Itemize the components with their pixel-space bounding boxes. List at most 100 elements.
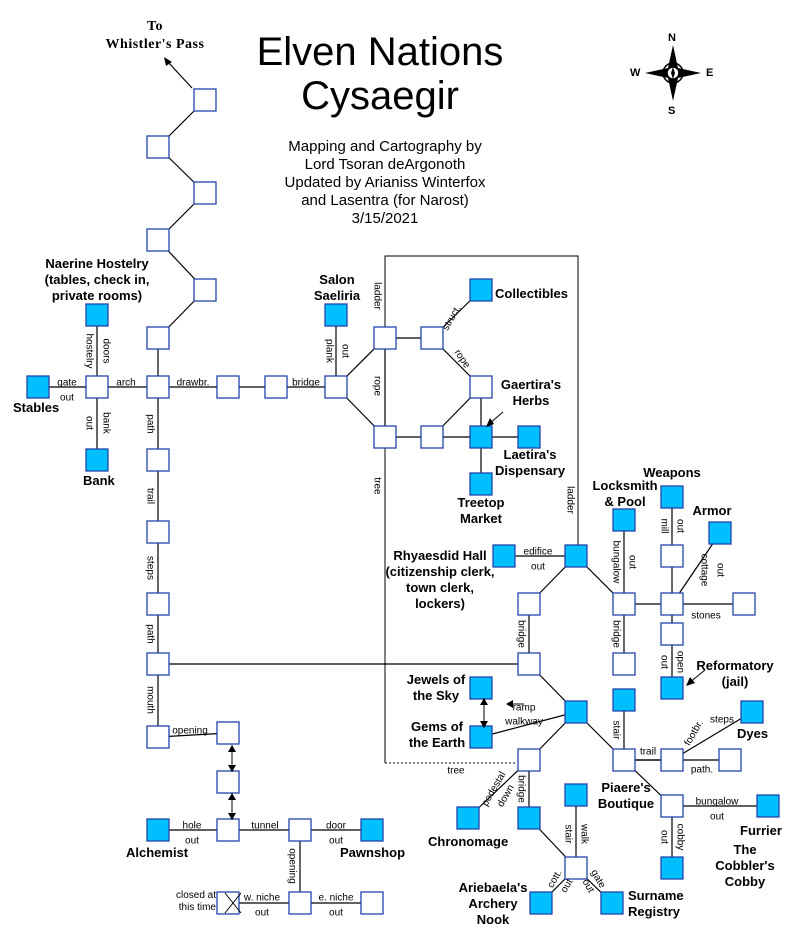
label-line: Saeliria xyxy=(313,288,361,303)
room-path-east[interactable] xyxy=(718,748,742,772)
room-pass2[interactable] xyxy=(146,135,170,159)
room-pass3[interactable] xyxy=(193,181,217,205)
room-bungalow-room[interactable] xyxy=(660,794,684,818)
room-ladder-top[interactable] xyxy=(373,326,397,350)
room-pass5[interactable] xyxy=(193,278,217,302)
label-line: Ariebaela's xyxy=(458,880,528,895)
room-open-room[interactable] xyxy=(660,622,684,646)
room-bridge-nw[interactable] xyxy=(517,592,541,616)
credits-line: Updated by Arianiss Winterfox xyxy=(284,174,486,191)
label-line: & Pool xyxy=(604,494,646,509)
place-label-cobblers-cobby: The Cobbler's Cobby xyxy=(715,842,774,890)
room-mill-room[interactable] xyxy=(660,544,684,568)
room-tunnel-room[interactable] xyxy=(288,818,312,842)
shop-room-alchemist[interactable] xyxy=(146,818,170,842)
exit-label-ramp: ramp xyxy=(513,703,536,714)
exit-label-path: path xyxy=(144,414,155,433)
label-line: Herbs xyxy=(512,393,550,408)
room-w-niche[interactable] xyxy=(288,891,312,915)
label-line: Jewels of xyxy=(406,672,466,687)
shop-room-pawnshop[interactable] xyxy=(360,818,384,842)
label-line: Locksmith xyxy=(592,478,658,493)
room-opening-room[interactable] xyxy=(146,725,170,749)
room-walk-room[interactable] xyxy=(564,856,588,880)
shop-room-ramp-room[interactable] xyxy=(564,700,588,724)
shop-room-weapons[interactable] xyxy=(660,485,684,509)
shop-room-piaere[interactable] xyxy=(564,783,588,807)
room-rope-left[interactable] xyxy=(373,425,397,449)
room-pass4[interactable] xyxy=(146,228,170,252)
room-path-room[interactable] xyxy=(146,448,170,472)
shop-room-chronomage[interactable] xyxy=(456,806,480,830)
room-trail-room[interactable] xyxy=(146,520,170,544)
room-mouth-room[interactable] xyxy=(146,652,170,676)
shop-room-reformatory[interactable] xyxy=(660,676,684,700)
shop-room-bank[interactable] xyxy=(85,448,109,472)
exit-label-open: open xyxy=(674,651,685,673)
room-hole-room[interactable] xyxy=(216,818,240,842)
shop-room-stables[interactable] xyxy=(26,375,50,399)
room-mid-room[interactable] xyxy=(420,425,444,449)
exit-label-out: out xyxy=(710,812,724,823)
shop-room-surname[interactable] xyxy=(600,891,624,915)
shop-room-rhyaesdid[interactable] xyxy=(492,544,516,568)
shop-room-naerine[interactable] xyxy=(85,303,109,327)
shop-room-gems[interactable] xyxy=(469,725,493,749)
shop-room-locksmith[interactable] xyxy=(612,508,636,532)
label-line: Naerine Hostelry xyxy=(45,256,149,271)
place-label-collectibles: Collectibles xyxy=(495,286,568,301)
room-pass1[interactable] xyxy=(193,88,217,112)
shop-room-laetira[interactable] xyxy=(517,425,541,449)
place-label-stables: Stables xyxy=(13,400,60,415)
shop-room-edifice-room[interactable] xyxy=(564,544,588,568)
room-trail-room2[interactable] xyxy=(612,748,636,772)
shop-room-cobbler[interactable] xyxy=(660,856,684,880)
place-label-piaeres-boutique: Piaere's Boutique xyxy=(598,780,654,812)
room-bridge-west[interactable] xyxy=(264,375,288,399)
map-credits: Mapping and Cartography by Lord Tsoran d… xyxy=(270,138,500,228)
room-rope-room[interactable] xyxy=(469,375,493,399)
shop-room-stair-top[interactable] xyxy=(612,688,636,712)
room-tree-room[interactable] xyxy=(517,748,541,772)
room-steps-room[interactable] xyxy=(146,592,170,616)
exit-label-out: out xyxy=(658,655,669,669)
shop-room-bridge-down[interactable] xyxy=(517,806,541,830)
room-bridge-ne[interactable] xyxy=(612,592,636,616)
room-junction[interactable] xyxy=(146,375,170,399)
shop-room-salon[interactable] xyxy=(324,303,348,327)
label-line: Nook xyxy=(476,912,510,927)
shop-room-dyes[interactable] xyxy=(740,700,764,724)
room-cave-top[interactable] xyxy=(216,721,240,745)
exit-label-bridge: bridge xyxy=(515,620,526,648)
room-bridge-sw[interactable] xyxy=(517,652,541,676)
shop-room-furrier[interactable] xyxy=(756,794,780,818)
place-label-gems-of-the-earth: Gems of the Earth xyxy=(409,719,465,751)
room-footbr-room[interactable] xyxy=(660,748,684,772)
label-line: town clerk, xyxy=(406,580,474,595)
room-hostelry-out[interactable] xyxy=(85,375,109,399)
room-drawbridge[interactable] xyxy=(216,375,240,399)
room-cave-mid[interactable] xyxy=(216,770,240,794)
shop-room-armor[interactable] xyxy=(708,521,732,545)
room-e-niche[interactable] xyxy=(360,891,384,915)
credits-line: and Lasentra (for Narost) xyxy=(301,192,469,209)
shop-room-treetop[interactable] xyxy=(469,472,493,496)
room-closed-room[interactable] xyxy=(216,891,240,915)
exit-label-stair: stair xyxy=(610,721,621,741)
room-pass6[interactable] xyxy=(146,326,170,350)
shop-room-jewels[interactable] xyxy=(469,676,493,700)
shop-room-collectibles[interactable] xyxy=(469,278,493,302)
room-stones-east[interactable] xyxy=(732,592,756,616)
shop-room-archery[interactable] xyxy=(529,891,553,915)
arrow-icon xyxy=(686,677,695,686)
room-stones-room[interactable] xyxy=(660,592,684,616)
exit-to-whistlers-pass[interactable]: To Whistler's Pass xyxy=(106,18,205,54)
room-struct-room[interactable] xyxy=(420,326,444,350)
room-bridge-se[interactable] xyxy=(612,652,636,676)
room-bridge-east[interactable] xyxy=(324,375,348,399)
closed-room-note: closed at this time xyxy=(176,890,216,914)
exit-label-hostelry: hostelry xyxy=(83,333,94,368)
exit-label-out: out xyxy=(83,416,94,430)
arrow-icon xyxy=(228,813,236,820)
shop-room-gaertira[interactable] xyxy=(469,425,493,449)
